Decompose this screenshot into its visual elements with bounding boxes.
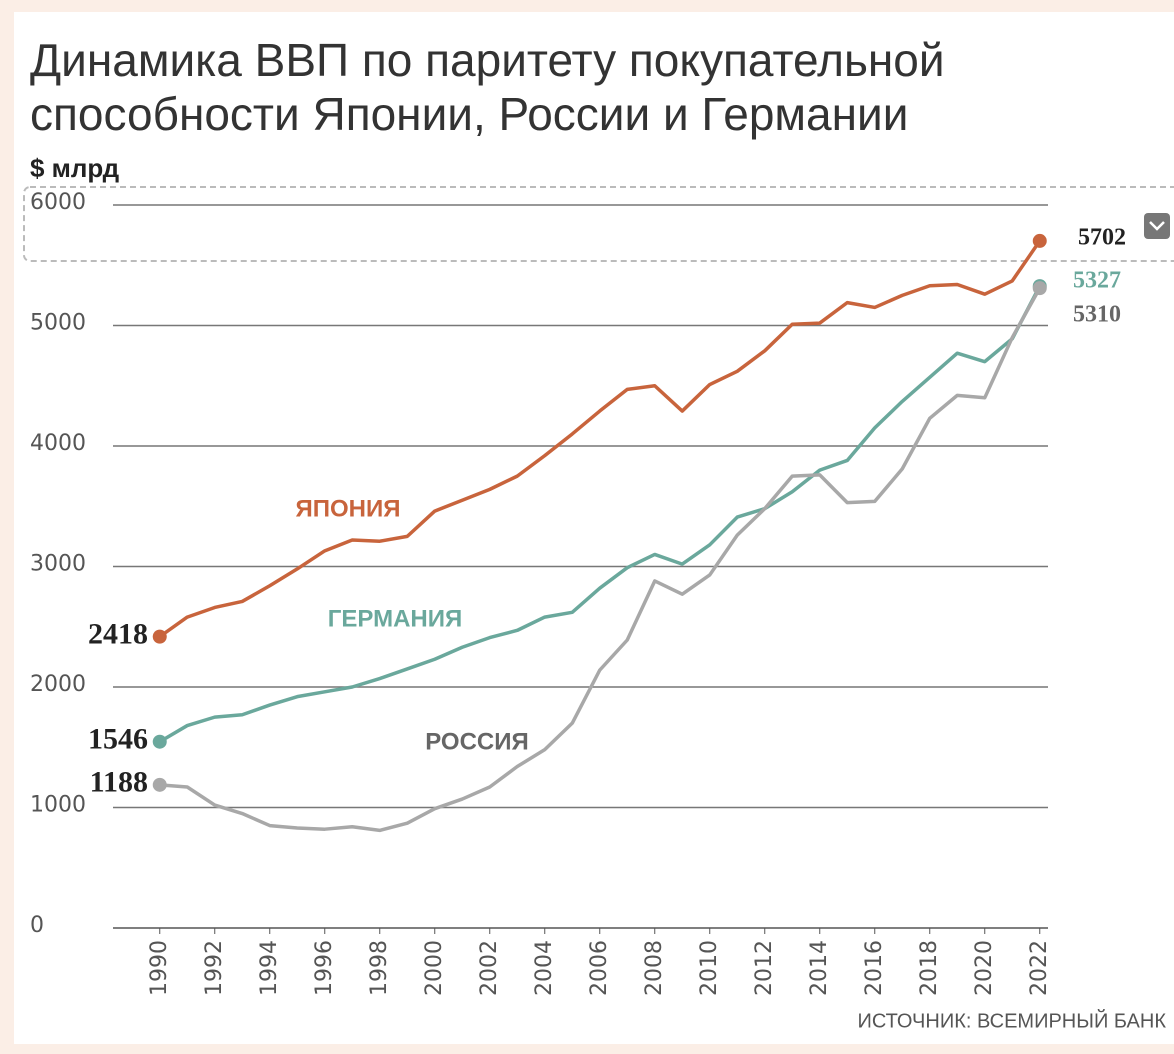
series-line xyxy=(158,285,1042,744)
value-label: 5702 xyxy=(1078,224,1126,250)
end-point xyxy=(152,777,167,792)
x-tick-label: 2000 xyxy=(422,940,447,996)
dropdown-icon xyxy=(1149,221,1165,231)
value-label: 1188 xyxy=(90,766,148,799)
x-tick-label: 2008 xyxy=(642,940,667,996)
x-tick-label: 1994 xyxy=(257,940,282,996)
chart-title: способности Японии, России и Германии xyxy=(30,88,908,140)
series-line xyxy=(159,287,1042,833)
y-tick-label: 1000 xyxy=(30,793,86,818)
x-tick-label: 2022 xyxy=(1027,940,1052,996)
y-tick-label: 0 xyxy=(30,913,44,938)
x-tick-label: 1992 xyxy=(202,940,227,996)
x-tick-label: 2014 xyxy=(807,940,832,996)
series-label: ЯПОНИЯ xyxy=(296,495,401,522)
value-label: 1546 xyxy=(88,723,148,756)
y-tick-label: 5000 xyxy=(30,311,86,336)
x-tick-label: 2006 xyxy=(587,940,612,996)
y-tick-label: 4000 xyxy=(30,431,86,456)
x-tick-label: 2016 xyxy=(862,940,887,996)
x-tick-label: 2018 xyxy=(917,940,942,996)
value-label: 5327 xyxy=(1073,268,1121,294)
x-tick-label: 2002 xyxy=(477,940,502,996)
panel xyxy=(14,12,1174,1044)
x-tick-label: 2010 xyxy=(697,940,722,996)
y-tick-label: 6000 xyxy=(30,190,86,215)
x-tick-label: 1998 xyxy=(367,940,392,996)
x-tick-label: 2012 xyxy=(752,940,777,996)
x-tick-label: 2004 xyxy=(532,940,557,996)
end-point xyxy=(1032,233,1047,248)
y-tick-label: 2000 xyxy=(30,672,86,697)
end-point xyxy=(152,629,167,644)
series-label: ГЕРМАНИЯ xyxy=(328,605,462,632)
x-tick-label: 1996 xyxy=(312,940,337,996)
value-label: 5310 xyxy=(1073,302,1121,328)
dropdown-button[interactable] xyxy=(1144,213,1170,239)
source: ИСТОЧНИК: ВСЕМИРНЫЙ БАНК xyxy=(857,1008,1166,1032)
selection-box[interactable] xyxy=(23,186,1174,262)
y-tick-label: 3000 xyxy=(30,552,86,577)
x-tick-label: 1990 xyxy=(147,940,172,996)
series-label: РОССИЯ xyxy=(425,728,529,755)
end-point xyxy=(152,734,167,749)
end-point xyxy=(1032,281,1047,296)
y-axis-label: $ млрд xyxy=(30,153,120,183)
chart-title: Динамика ВВП по паритету покупательной xyxy=(30,34,945,86)
value-label: 2418 xyxy=(88,618,148,651)
series-line xyxy=(158,239,1042,639)
x-tick-label: 2020 xyxy=(972,940,997,996)
